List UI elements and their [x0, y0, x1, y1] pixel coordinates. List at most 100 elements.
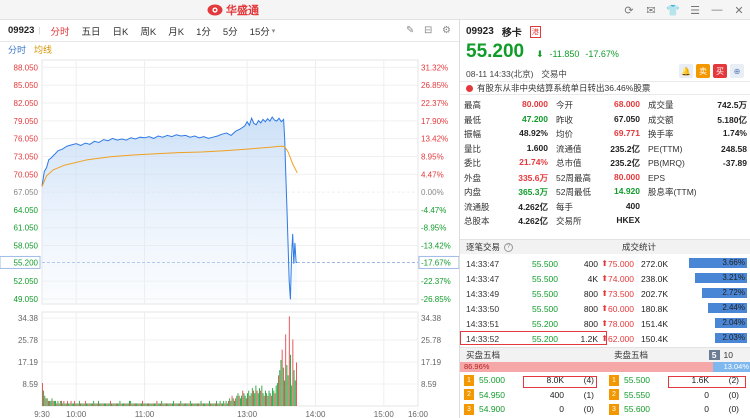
tab-2[interactable]: 日K — [112, 26, 129, 38]
tab-3[interactable]: 周K — [140, 26, 157, 38]
intraday-chart-svg[interactable]: 9:30 10:00 11:00 13:00 14:00 15:00 16:00 88.050… — [0, 56, 459, 418]
price-change: -11.850 — [549, 49, 580, 59]
vol-tick-label-right: 25.78 — [421, 336, 442, 345]
stat-volume: 272.0K — [641, 258, 668, 269]
mail-icon[interactable]: ✉ — [646, 4, 656, 17]
volume-bar — [169, 403, 171, 406]
volume-bar — [235, 398, 237, 406]
volume-bar — [191, 403, 192, 406]
tab-5[interactable]: 1分 — [196, 26, 211, 38]
stats-row: 委比 21.74% 总市值 235.2亿 PB(MRQ) -37.89 — [460, 156, 750, 171]
tab-6[interactable]: 5分 — [222, 26, 238, 38]
depth-10-button[interactable]: 10 — [723, 350, 733, 360]
notice-bar[interactable]: 有股东从非中央结算系统单日转出36.46%股票 — [460, 81, 750, 95]
volume-bar — [197, 403, 198, 406]
volume-bar — [148, 403, 149, 406]
bid-volume: 0 — [559, 404, 564, 415]
up-arrow-icon: ⬆ — [601, 274, 608, 283]
last-price: 55.200 — [466, 41, 525, 62]
sell-button[interactable]: 卖 — [696, 64, 710, 78]
volume-bar — [136, 403, 138, 406]
ask-side[interactable]: 1 55.500 1.6K (2) — [605, 374, 750, 388]
volume-bar — [199, 403, 201, 406]
stat-price: 73.500 — [608, 288, 634, 299]
bid-side[interactable]: 2 54.950 400 (1) — [460, 389, 605, 401]
volume-bar — [81, 403, 83, 406]
ask-side[interactable]: 2 55.550 0 (0) — [605, 389, 750, 401]
shirt-icon[interactable]: 👕 — [666, 4, 680, 17]
draw-icon[interactable]: ✎ — [406, 25, 415, 36]
stat-bar: 3.66% — [688, 258, 747, 268]
ask-side[interactable]: 3 55.600 0 (0) — [605, 403, 750, 415]
compare-icon[interactable]: ⊟ — [424, 25, 433, 36]
volume-bar — [50, 400, 52, 406]
volume-bar — [249, 395, 251, 406]
volume-bar — [174, 403, 176, 406]
bell-icon[interactable]: 🔔 — [679, 64, 693, 78]
vol-tick-label-right: 8.59 — [421, 380, 437, 389]
stat-label: PE(TTM) — [648, 143, 683, 154]
close-icon[interactable]: ✕ — [734, 4, 744, 17]
volume-bar — [74, 400, 76, 406]
y-pct-label: -4.47% — [421, 206, 446, 215]
ask-count: (2) — [728, 375, 739, 386]
volume-bar — [218, 403, 220, 406]
order-book: 1 55.000 8.0K (4) 1 55.500 1.6K (2) 2 54.950 400 (1… — [460, 373, 750, 417]
volume-bar — [217, 403, 219, 406]
volume-bar — [90, 403, 92, 406]
tab-tick-trades[interactable]: 逐笔交易 — [466, 242, 501, 252]
bid-volume: 400 — [549, 389, 564, 400]
volume-bar — [59, 400, 61, 406]
separator-icon: | — [38, 26, 41, 35]
tab-1[interactable]: 五日 — [81, 26, 101, 38]
volume-bar — [164, 403, 166, 406]
volume-bar — [151, 403, 153, 406]
settings-icon[interactable]: ⚙ — [442, 25, 451, 36]
tab-7[interactable]: 15分 — [249, 26, 270, 38]
minimize-icon[interactable]: — — [711, 4, 723, 16]
subtab-avg-line[interactable]: 均线 — [34, 44, 53, 55]
depth-5-button[interactable]: 5 — [708, 350, 720, 360]
volume-bar — [205, 403, 207, 406]
stat-bar-fill — [701, 288, 747, 298]
volume-bar — [139, 403, 141, 406]
subtab-timeshare[interactable]: 分时 — [8, 44, 27, 55]
price-area — [42, 117, 298, 304]
volume-bar — [98, 400, 99, 406]
bid-side[interactable]: 1 55.000 8.0K (4) — [460, 374, 605, 388]
volume-bar — [242, 390, 244, 406]
volume-bar — [259, 388, 260, 406]
trade-volume: 800 — [583, 288, 598, 299]
stat-bar-fill — [695, 273, 747, 283]
tab-0[interactable]: 分时 — [50, 26, 70, 38]
volume-bar — [121, 403, 123, 406]
y-pct-label: -26.85% — [421, 295, 451, 304]
stat-value: 5.180亿 — [717, 114, 747, 125]
stat-label: 昨收 — [556, 114, 574, 125]
volume-bar — [204, 403, 206, 406]
volume-bar — [280, 359, 282, 406]
add-watchlist-icon[interactable]: ⊕ — [730, 64, 744, 78]
bid-side[interactable]: 3 54.900 0 (0) — [460, 403, 605, 415]
tab-4[interactable]: 月K — [168, 26, 185, 38]
price-line — [41, 116, 298, 300]
logo-icon — [207, 4, 223, 16]
trade-row: 14:33:47 55.500 4K ⬆ 74.000 238.0K 3.21% — [460, 271, 750, 286]
buy-button[interactable]: 买 — [713, 64, 727, 78]
chevron-down-icon[interactable]: ▾ — [271, 27, 276, 35]
volume-bar — [75, 403, 77, 406]
highlight-box — [668, 375, 746, 388]
volume-bar — [125, 403, 127, 406]
volume-bar — [63, 400, 65, 406]
stat-value: 335.6万 — [518, 172, 548, 183]
volume-bar — [173, 400, 175, 406]
y-tick-label: 52.050 — [14, 277, 39, 286]
menu-icon[interactable]: ☰ — [690, 4, 700, 17]
tab-trade-stats[interactable]: 成交统计 — [622, 242, 657, 252]
intraday-chart[interactable]: 9:30 10:00 11:00 13:00 14:00 15:00 16:00 88.050… — [0, 56, 459, 418]
y-pct-label: -17.67% — [421, 258, 451, 267]
stock-code: 09923 — [8, 25, 35, 36]
volume-bar — [247, 393, 248, 406]
refresh-icon[interactable]: ⟳ — [624, 4, 634, 17]
help-icon[interactable]: ? — [504, 242, 514, 252]
